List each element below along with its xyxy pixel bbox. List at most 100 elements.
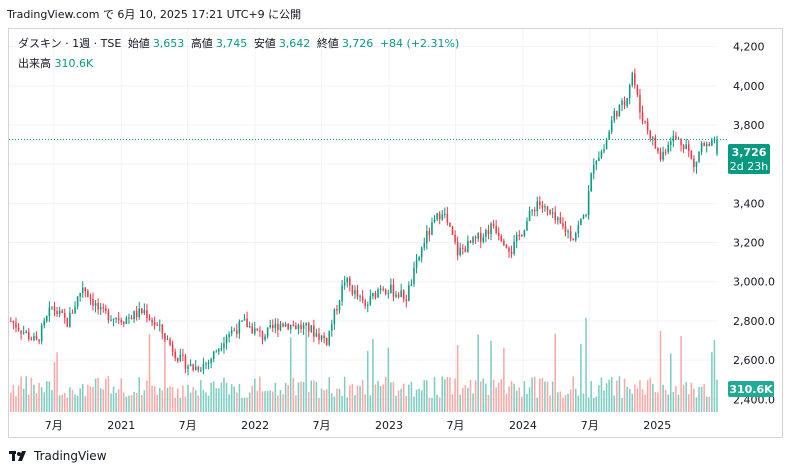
candle-body	[331, 324, 333, 331]
volume-bar	[153, 386, 156, 412]
close-label: 終値	[316, 37, 339, 50]
volume-bar	[459, 394, 461, 412]
volume-bar	[428, 397, 431, 412]
candle-body	[410, 284, 413, 286]
volume-bar	[690, 382, 693, 412]
volume-label: 出来高	[18, 57, 51, 70]
candle-body	[582, 215, 585, 219]
candle-body	[531, 210, 533, 212]
low-value: 3,642	[278, 37, 311, 50]
price-tick-label: 3,200	[733, 237, 765, 250]
candle-body	[446, 213, 449, 223]
volume-bar	[97, 377, 99, 412]
candle-body	[251, 326, 253, 334]
candle-body	[377, 289, 379, 298]
symbol-label[interactable]: ダスキン · 1週 · TSE	[18, 37, 122, 50]
candle-body	[441, 214, 444, 220]
volume-bar	[541, 377, 544, 412]
time-axis[interactable]: 7月 2021 7月 2022 7月 2023 7月 2024 7月 2025	[45, 419, 671, 432]
candle-body	[675, 135, 677, 140]
volume-bar	[413, 396, 415, 412]
candle-body	[595, 161, 598, 165]
open-label: 始値	[127, 37, 150, 50]
candle-body	[628, 85, 631, 99]
candle-body	[366, 304, 369, 306]
volume-bar	[223, 377, 225, 412]
volume-bar	[598, 385, 600, 412]
volume-bar	[71, 390, 74, 412]
volume-bar	[557, 392, 559, 412]
tradingview-brand[interactable]: TradingView	[9, 449, 107, 463]
volume-bar	[510, 381, 513, 412]
volume-bar	[521, 396, 523, 412]
time-tick-label: 7月	[179, 419, 197, 432]
candle-body	[230, 330, 233, 334]
volume-bar	[87, 384, 89, 412]
volume-bar	[677, 394, 680, 412]
candle-body	[307, 322, 310, 332]
candle-body	[269, 325, 271, 328]
volume-bar	[462, 387, 464, 412]
candle-body	[526, 221, 528, 231]
volume-bar	[174, 397, 176, 412]
volume-bar	[670, 353, 672, 412]
candle-body	[485, 230, 487, 237]
volume-bar	[616, 380, 618, 412]
candle-body	[138, 308, 140, 318]
volume-bar	[441, 376, 444, 412]
volume-bar	[528, 387, 531, 412]
volume-bar	[187, 384, 189, 412]
candle-body	[43, 320, 45, 326]
volume-bar	[10, 392, 12, 412]
volume-bar	[610, 376, 613, 412]
candle-body	[22, 332, 25, 334]
volume-bar	[274, 382, 277, 412]
volume-bar	[585, 317, 587, 412]
candle-body	[20, 330, 22, 334]
volume-bar	[495, 387, 497, 412]
candle-body	[161, 324, 164, 334]
volume-bar	[451, 394, 454, 412]
time-tick-label: 2021	[107, 419, 135, 432]
volume-bar	[508, 386, 510, 412]
candle-body	[76, 296, 79, 307]
volume-bar	[631, 393, 634, 412]
volume-bar	[564, 395, 567, 412]
candle-body	[408, 285, 410, 302]
candle-body	[703, 142, 705, 147]
volume-bar	[641, 389, 644, 412]
volume-bar	[551, 381, 554, 412]
volume-bar	[128, 395, 130, 412]
candle-body	[600, 151, 603, 158]
price-tick-label: 4,200	[733, 41, 765, 54]
volume-bar	[574, 388, 577, 412]
candle-body	[508, 247, 510, 252]
volume-bar	[110, 393, 112, 412]
volume-bar	[169, 386, 171, 412]
candle-body	[243, 318, 246, 321]
volume-bar	[197, 395, 200, 412]
chart-frame[interactable]	[8, 28, 783, 438]
price-axis[interactable]: 2,400.02,600.02,800.03,000.03,2003,4003,…	[733, 41, 775, 407]
volume-bar	[590, 381, 592, 412]
candle-body	[505, 245, 508, 248]
candle-body	[495, 226, 497, 233]
volume-bar	[608, 379, 610, 412]
volume-bar	[687, 394, 690, 412]
volume-bar	[698, 387, 700, 412]
candle-body	[277, 323, 279, 331]
volume-bar	[618, 376, 621, 412]
candle-body	[179, 354, 182, 361]
volume-bar	[536, 397, 539, 412]
volume-bar	[176, 388, 179, 412]
volume-bar	[474, 380, 477, 412]
candle-body	[123, 322, 125, 324]
candle-body	[708, 143, 711, 146]
candle-body	[590, 173, 592, 192]
candle-body	[310, 325, 313, 332]
volume-bar	[479, 381, 482, 412]
high-label: 高値	[190, 37, 213, 50]
candle-body	[159, 324, 161, 326]
candle-body	[544, 206, 546, 208]
